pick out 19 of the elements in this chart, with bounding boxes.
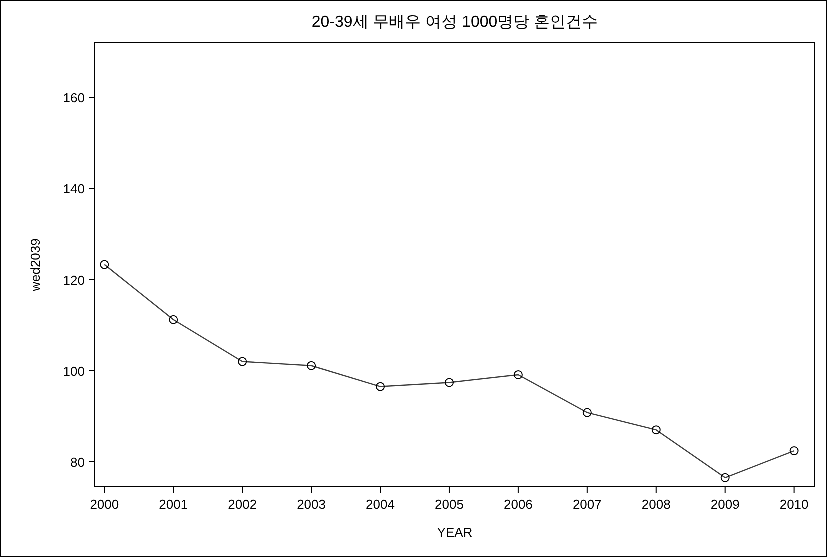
x-tick-label: 2003 <box>297 497 326 512</box>
x-tick-label: 2009 <box>710 497 740 512</box>
y-axis-title: wed2039 <box>28 238 43 292</box>
x-tick-label: 2000 <box>90 497 120 512</box>
y-tick-label: 140 <box>63 182 85 197</box>
y-tick-label: 120 <box>63 272 85 288</box>
x-tick-label: 2004 <box>366 497 395 512</box>
x-tick-label: 2002 <box>228 497 258 512</box>
x-tick-label: 2006 <box>504 497 533 512</box>
x-tick-label: 2010 <box>780 497 809 512</box>
x-tick-label: 2001 <box>159 497 188 512</box>
y-tick-label: 80 <box>70 454 85 470</box>
chart-title: 20-39세 무배우 여성 1000명당 혼인건수 <box>312 14 598 31</box>
x-axis-title: YEAR <box>437 525 473 540</box>
y-tick-label: 100 <box>63 364 85 379</box>
y-tick-label: 160 <box>63 90 85 106</box>
x-tick-label: 2008 <box>642 497 671 512</box>
x-tick-label: 2007 <box>572 497 602 512</box>
x-tick-label: 2005 <box>435 497 464 512</box>
